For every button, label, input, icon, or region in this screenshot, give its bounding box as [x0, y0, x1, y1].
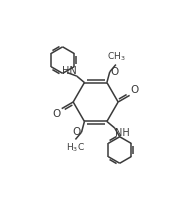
Text: HN: HN [62, 66, 76, 76]
Text: O: O [73, 127, 81, 137]
Text: O: O [53, 109, 61, 119]
Text: O: O [130, 85, 139, 95]
Text: CH$_3$: CH$_3$ [107, 50, 125, 63]
Text: O: O [110, 67, 119, 77]
Text: NH: NH [115, 128, 130, 138]
Text: H$_3$C: H$_3$C [66, 141, 85, 154]
